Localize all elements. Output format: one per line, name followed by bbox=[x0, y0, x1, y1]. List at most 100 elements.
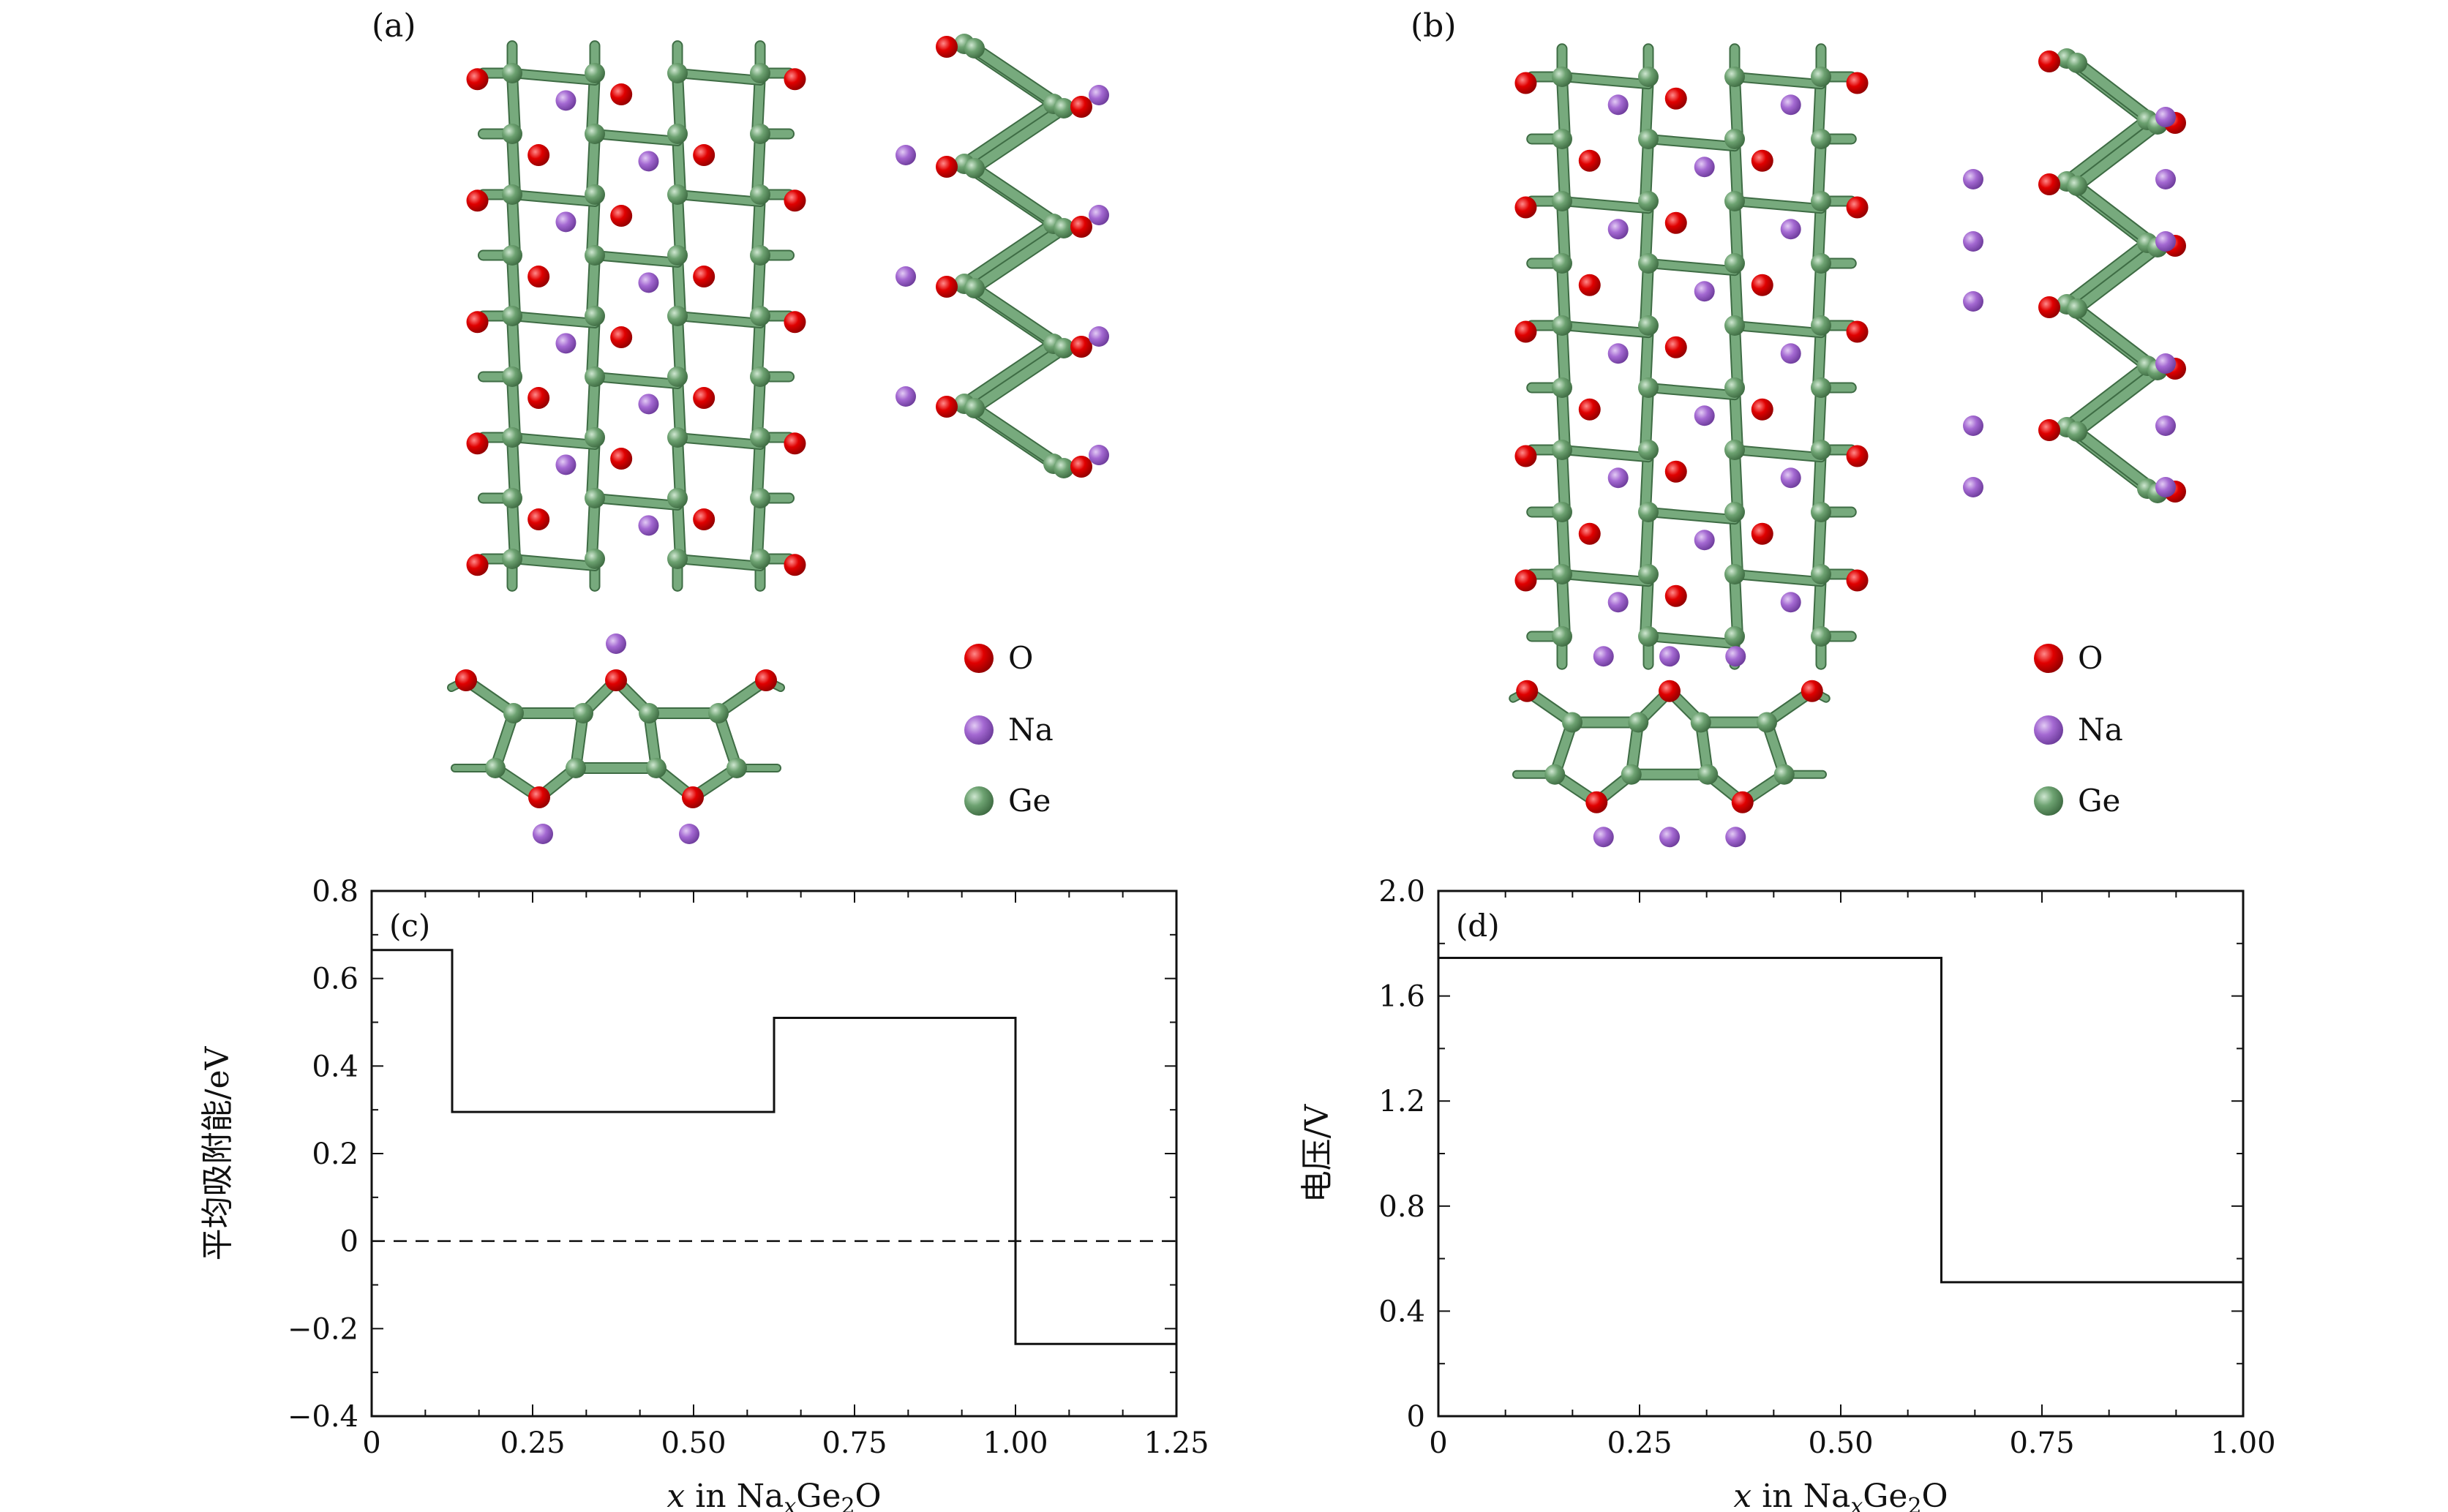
chart-c-frame bbox=[370, 889, 1178, 1418]
oxygen-atom bbox=[1664, 336, 1687, 358]
bond bbox=[1558, 383, 1569, 454]
germanium-atom bbox=[964, 38, 985, 59]
germanium-atom bbox=[585, 366, 605, 387]
oxygen-atom bbox=[784, 311, 806, 334]
sodium-atom bbox=[606, 633, 626, 654]
sodium-atom bbox=[2155, 415, 2176, 436]
sodium-atom bbox=[1963, 291, 1983, 312]
oxygen-atom bbox=[936, 396, 958, 418]
germanium-atom bbox=[1552, 626, 1572, 647]
germanium-atom bbox=[2067, 53, 2087, 73]
germanium-atom bbox=[502, 245, 522, 266]
chart-c-x-tick-label: 0 bbox=[362, 1426, 380, 1460]
germanium-atom bbox=[667, 184, 688, 205]
germanium-atom bbox=[1724, 377, 1745, 398]
germanium-atom bbox=[639, 703, 659, 723]
sodium-atom bbox=[1963, 231, 1983, 252]
structure-a-front-view bbox=[447, 633, 785, 844]
sodium-atom bbox=[1694, 405, 1715, 426]
oxygen-atom bbox=[1070, 216, 1092, 238]
bond bbox=[1731, 322, 1825, 337]
germanium-atom bbox=[502, 124, 522, 144]
germanium-atom bbox=[1724, 315, 1745, 336]
germanium-atom bbox=[1638, 377, 1659, 398]
sodium-atom bbox=[638, 272, 659, 293]
sodium-atom bbox=[1963, 477, 1983, 497]
germanium-atom bbox=[1552, 377, 1572, 398]
bond bbox=[1641, 508, 1653, 579]
germanium-atom bbox=[1544, 764, 1566, 785]
germanium-atom bbox=[1757, 712, 1777, 733]
chart-c-y-tick-label: −0.4 bbox=[288, 1400, 358, 1434]
oxygen-atom bbox=[693, 144, 716, 167]
germanium-atom bbox=[1773, 764, 1795, 785]
germanium-atom bbox=[1724, 440, 1745, 460]
bond bbox=[1558, 508, 1569, 579]
sodium-atom bbox=[1607, 467, 1629, 489]
oxygen-atom bbox=[610, 448, 633, 470]
bond bbox=[2072, 242, 2163, 314]
bond bbox=[1645, 384, 1738, 399]
sodium-atom bbox=[896, 266, 916, 287]
germanium-atom bbox=[502, 306, 522, 326]
chart-d-step-line bbox=[1438, 957, 2243, 1284]
oxygen-atom bbox=[1514, 72, 1537, 94]
sodium-atom bbox=[1963, 169, 1983, 189]
oxygen-atom bbox=[2038, 50, 2060, 72]
sodium-atom bbox=[1089, 445, 1109, 465]
oxygen-atom bbox=[784, 68, 806, 91]
chart-d-x-axis-label: x in NaxGe2O bbox=[1733, 1478, 1948, 1512]
germanium-atom bbox=[750, 306, 770, 326]
bond bbox=[591, 252, 681, 266]
bond bbox=[1814, 135, 1825, 206]
germanium-atom bbox=[1811, 502, 1831, 522]
germanium-atom bbox=[503, 703, 524, 723]
sodium-atom bbox=[1725, 827, 1746, 848]
oxygen-atom bbox=[527, 144, 550, 167]
bond bbox=[1645, 135, 1738, 151]
germanium-atom bbox=[964, 278, 985, 298]
sodium-atom bbox=[1607, 343, 1629, 364]
germanium-atom bbox=[667, 366, 688, 387]
bond bbox=[1731, 571, 1825, 586]
structure-a-side-view bbox=[896, 34, 1109, 478]
oxygen-atom bbox=[2038, 173, 2060, 195]
chart-d-y-tick-label: 1.6 bbox=[1378, 980, 1425, 1014]
germanium-atom bbox=[750, 549, 770, 569]
germanium-atom bbox=[667, 549, 688, 569]
bond bbox=[1641, 383, 1653, 454]
bond bbox=[508, 434, 598, 448]
chart-d: (d) 电压/V x in NaxGe2O 0 0.25 0.50 0.75 1.000… bbox=[1299, 875, 2276, 1512]
oxygen-atom bbox=[1578, 149, 1601, 172]
bond bbox=[591, 494, 681, 509]
chart-d-y-tick-label: 0 bbox=[1407, 1400, 1425, 1434]
chart-c-y-tick-label: 0.6 bbox=[312, 963, 358, 996]
germanium-atom bbox=[1638, 626, 1659, 647]
germanium-atom bbox=[750, 427, 770, 448]
germanium-atom bbox=[485, 758, 506, 778]
oxygen-atom bbox=[1664, 87, 1687, 110]
chart-d-x-tick-label: 0 bbox=[1429, 1426, 1447, 1460]
bond bbox=[1730, 197, 1742, 268]
sodium-atom bbox=[1963, 415, 1983, 436]
oxygen-atom bbox=[1070, 336, 1092, 358]
germanium-atom bbox=[750, 366, 770, 387]
oxygen-atom bbox=[1516, 680, 1539, 702]
sodium-atom bbox=[1725, 646, 1746, 667]
oxygen-atom bbox=[1846, 72, 1869, 94]
germanium-atom bbox=[667, 63, 688, 83]
oxygen-atom bbox=[466, 68, 489, 91]
bond bbox=[1730, 72, 1742, 143]
panel-label-b: (b) bbox=[1411, 7, 1457, 45]
sodium-atom bbox=[896, 145, 916, 165]
bond bbox=[1730, 321, 1742, 392]
bond bbox=[969, 103, 1069, 173]
oxygen-atom bbox=[1578, 274, 1601, 296]
structure-b-top-view bbox=[1514, 43, 1869, 670]
oxygen-atom bbox=[1664, 584, 1687, 607]
bond bbox=[1558, 198, 1652, 213]
germanium-atom bbox=[1628, 712, 1649, 733]
germanium-atom bbox=[502, 427, 522, 448]
germanium-atom bbox=[2067, 298, 2087, 319]
chart-d-y-tick-label: 0.4 bbox=[1378, 1295, 1425, 1328]
